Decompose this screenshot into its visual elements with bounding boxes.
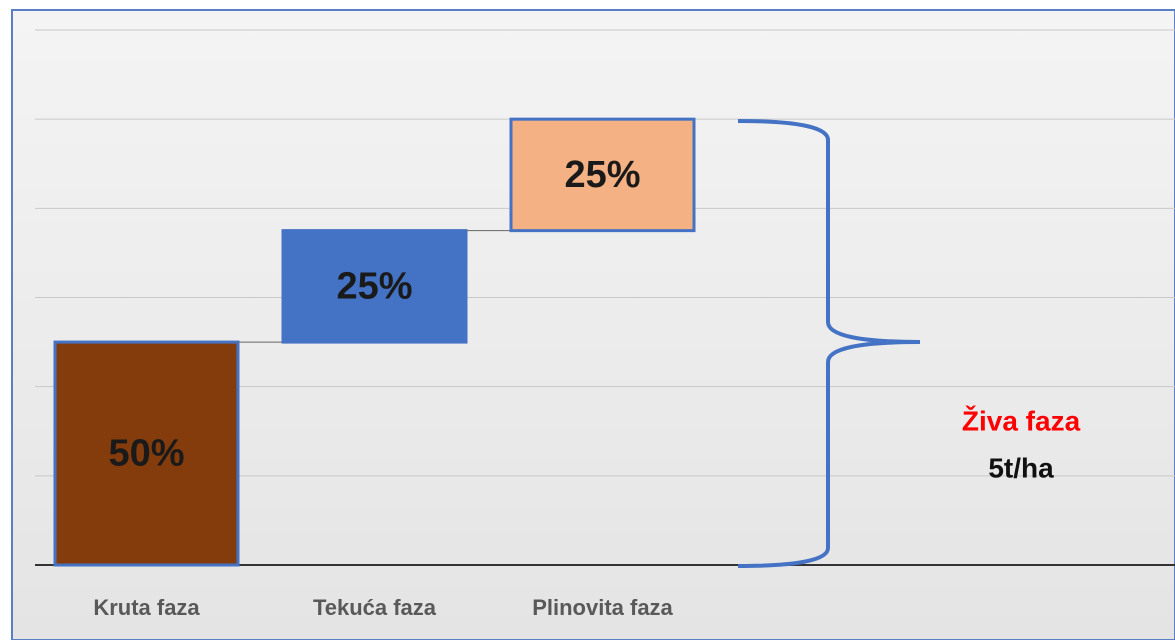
value-label: 25% (564, 154, 640, 196)
bar (53, 340, 240, 567)
bar (509, 117, 696, 233)
x-tick-label: Kruta faza (93, 595, 200, 620)
bar (281, 229, 468, 344)
value-label: 50% (108, 433, 184, 475)
annotation: Živa faza (962, 405, 1081, 436)
x-tick-label: Plinovita faza (532, 595, 673, 620)
x-tick-label: Tekuća faza (313, 595, 437, 620)
annotation: 5t/ha (988, 452, 1054, 483)
value-label: 25% (336, 265, 412, 307)
marks: 50% Kruta faza 25% Tekuća faza 25% Plinovita … (53, 117, 696, 620)
brace (737, 119, 921, 568)
